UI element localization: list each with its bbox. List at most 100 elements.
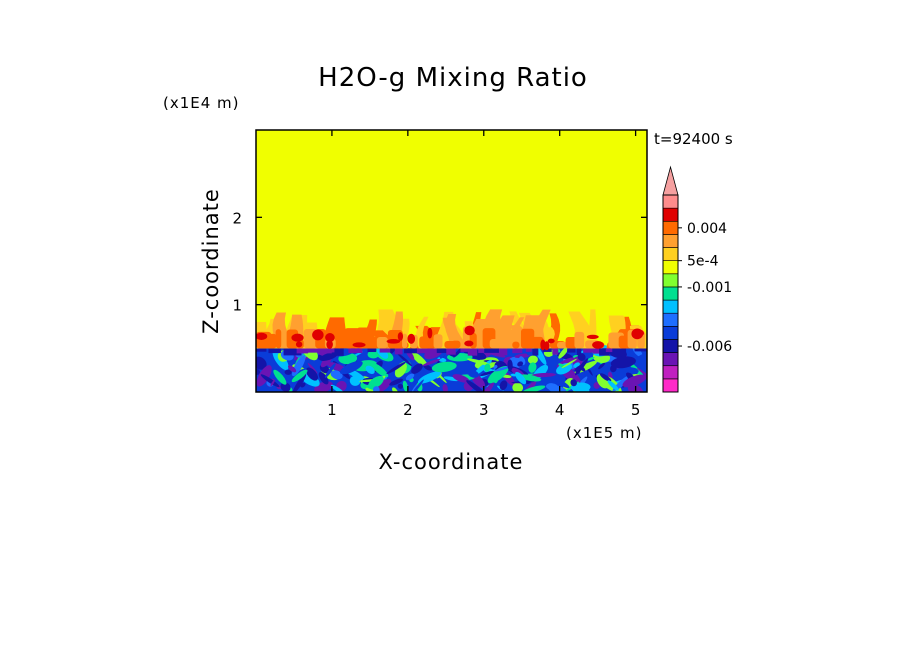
boundary-cell — [507, 359, 513, 371]
boundary-cell — [484, 363, 491, 372]
x-axis: 1 2 3 4 5 — [327, 130, 640, 419]
lower-plume-band — [402, 333, 408, 349]
boundary-cell — [561, 358, 577, 369]
colorbar-level — [662, 286, 679, 301]
boundary-cell — [515, 372, 527, 385]
colorbar-level — [662, 207, 679, 222]
boundary-cell — [330, 384, 345, 392]
x-tick-label: 5 — [631, 401, 641, 419]
colorbar-tick-label: 5e-4 — [687, 254, 719, 270]
boundary-cap — [367, 348, 377, 353]
moist-core — [547, 338, 555, 344]
boundary-cell — [593, 382, 600, 389]
moist-core — [586, 334, 599, 340]
moist-core — [352, 342, 366, 348]
boundary-cap — [512, 348, 523, 354]
moist-core — [407, 333, 416, 344]
boundary-cell — [292, 373, 307, 392]
x-tick-label: 3 — [479, 401, 489, 419]
moist-core — [326, 340, 333, 349]
colorbar-level — [662, 299, 679, 314]
moist-core — [592, 341, 604, 349]
x-tick-label: 1 — [327, 401, 337, 419]
boundary-cell — [307, 363, 318, 374]
boundary-cell — [339, 360, 363, 375]
plume — [445, 313, 469, 349]
boundary-cell — [607, 380, 619, 391]
boundary-cap — [319, 348, 332, 354]
boundary-cell — [389, 378, 403, 386]
boundary-cell — [305, 367, 319, 381]
boundary-cell — [319, 352, 338, 361]
boundary-cap — [296, 348, 309, 354]
boundary-cap — [532, 348, 539, 356]
boundary-cap — [525, 348, 532, 352]
boundary-cell — [558, 346, 569, 359]
x-scale-label: (x1E5 m) — [566, 424, 643, 442]
boundary-cell — [480, 370, 494, 376]
boundary-cell — [443, 376, 460, 382]
boundary-cap — [552, 348, 559, 355]
boundary-cell — [397, 383, 404, 389]
boundary-cell — [397, 352, 413, 367]
colorbar-level — [662, 260, 679, 275]
boundary-cell — [517, 361, 524, 367]
colorbar-level — [662, 352, 679, 367]
colorbar-level — [662, 365, 679, 380]
boundary-cell — [512, 382, 524, 392]
moist-core — [295, 341, 303, 348]
boundary-cell — [410, 351, 428, 368]
boundary-cell — [636, 367, 647, 381]
moist-core — [256, 332, 268, 340]
boundary-cell — [550, 376, 570, 389]
moist-core — [631, 328, 644, 340]
boundary-cap — [599, 348, 610, 356]
boundary-cell — [422, 358, 441, 367]
boundary-cell — [493, 365, 498, 369]
colorbar-level — [662, 234, 679, 248]
plume — [415, 316, 429, 349]
boundary-cell — [528, 362, 537, 373]
boundary-cell — [270, 380, 275, 387]
boundary-cell — [570, 379, 577, 387]
boundary-cell — [405, 373, 415, 381]
boundary-cell — [527, 355, 538, 364]
boundary-cell — [273, 369, 287, 385]
colorbar-level — [662, 247, 679, 261]
lower-plume-band — [489, 338, 500, 349]
boundary-cell — [423, 364, 433, 371]
boundary-cell — [547, 384, 569, 392]
boundary-cell — [324, 363, 336, 378]
colorbar-level — [662, 312, 679, 327]
lower-plume-band — [433, 334, 443, 349]
lower-plume-band — [376, 336, 388, 349]
moist-core — [386, 339, 401, 344]
colorbar-level — [662, 326, 679, 340]
boundary-cell — [437, 357, 447, 363]
x-tick-label: 4 — [555, 401, 565, 419]
boundary-cell — [587, 356, 595, 361]
boundary-cell — [284, 369, 292, 375]
boundary-cap — [436, 348, 455, 354]
boundary-cell — [467, 358, 492, 366]
colorbar-level — [662, 194, 679, 209]
colorbar-level — [662, 220, 679, 235]
boundary-cell — [442, 384, 448, 392]
boundary-cell — [291, 369, 308, 383]
boundary-cap — [283, 348, 302, 356]
boundary-cap — [567, 348, 576, 353]
colorbar-level — [662, 339, 679, 353]
y-axis-label: Z-coordinate — [199, 188, 223, 334]
moist-core — [540, 339, 546, 351]
boundary-cell — [287, 365, 297, 373]
boundary-cell — [280, 382, 291, 392]
colorbar-tick-label: -0.001 — [687, 280, 732, 296]
lower-plume-band — [574, 331, 585, 349]
boundary-cell — [577, 353, 586, 361]
boundary-cell — [417, 371, 442, 384]
boundary-cap — [446, 348, 456, 355]
boundary-cell — [487, 366, 509, 384]
boundary-cap — [484, 348, 502, 353]
boundary-cell — [531, 372, 556, 378]
